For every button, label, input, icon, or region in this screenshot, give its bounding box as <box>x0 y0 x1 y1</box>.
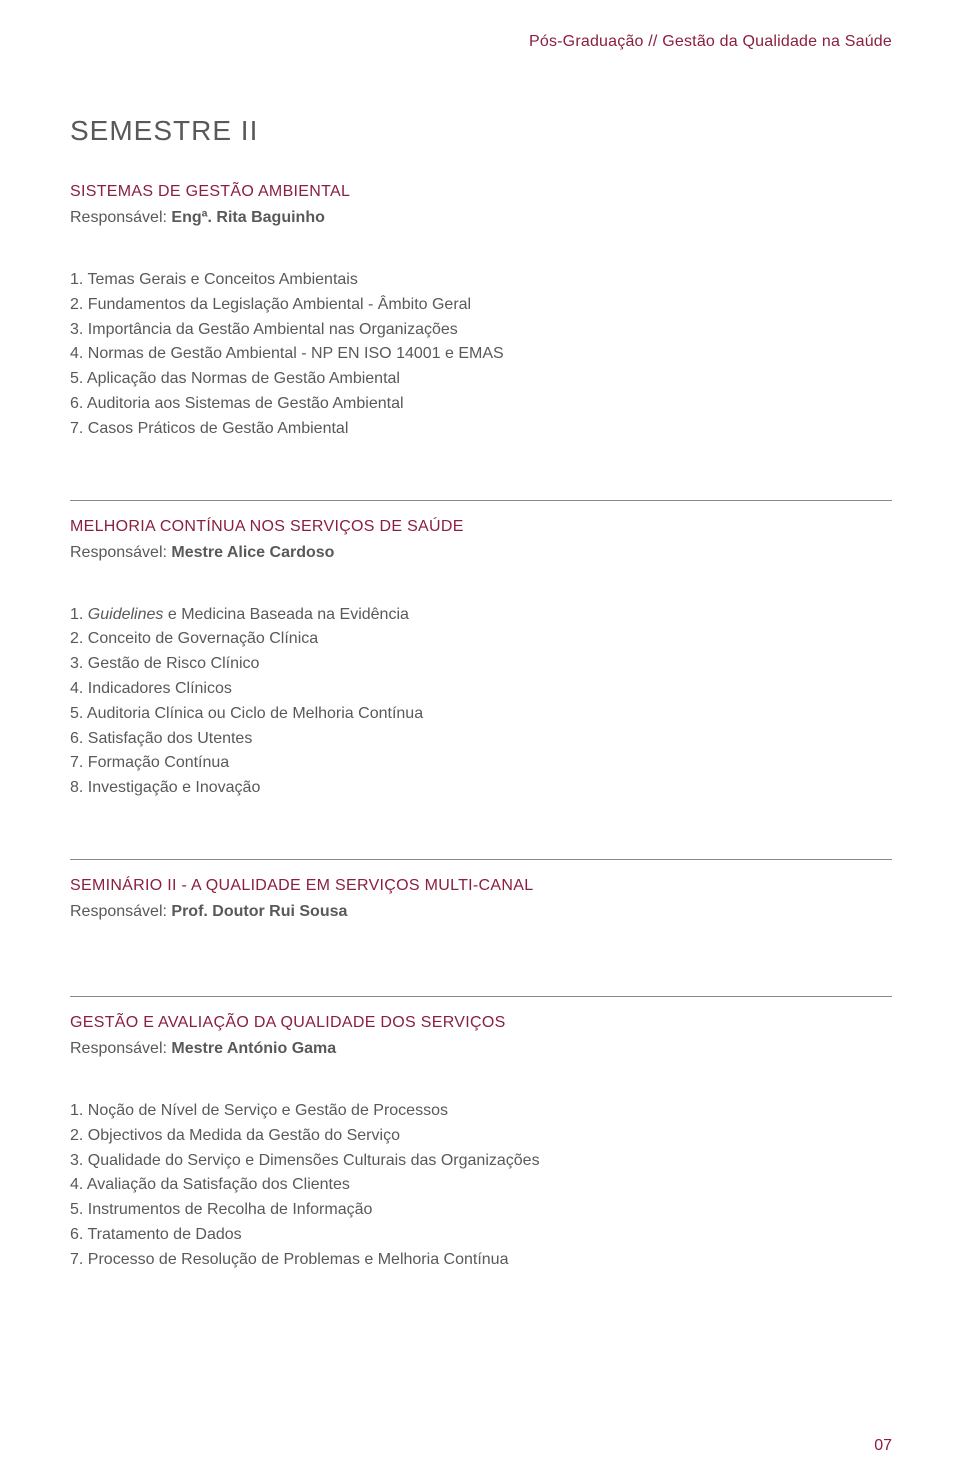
section-title-3: GESTÃO E AVALIAÇÃO DA QUALIDADE DOS SERV… <box>70 1011 892 1035</box>
section-title-2: SEMINÁRIO II - A QUALIDADE EM SERVIÇOS M… <box>70 874 892 898</box>
section-title-0: SISTEMAS DE GESTÃO AMBIENTAL <box>70 180 892 204</box>
section-title-1: MELHORIA CONTÍNUA NOS SERVIÇOS DE SAÚDE <box>70 515 892 539</box>
list-item: 2. Conceito de Governação Clínica <box>70 627 892 652</box>
list-item: 5. Instrumentos de Recolha de Informação <box>70 1198 892 1223</box>
list-item: 5. Aplicação das Normas de Gestão Ambien… <box>70 367 892 392</box>
page-number: 07 <box>874 1434 892 1458</box>
responsavel-value: Prof. Doutor Rui Sousa <box>171 903 347 920</box>
list-3: 1. Noção de Nível de Serviço e Gestão de… <box>70 1099 892 1273</box>
list-item: 1. Temas Gerais e Conceitos Ambientais <box>70 268 892 293</box>
page: Pós-Graduação // Gestão da Qualidade na … <box>0 0 960 1476</box>
list-item: 4. Normas de Gestão Ambiental - NP EN IS… <box>70 342 892 367</box>
list-item: 6. Auditoria aos Sistemas de Gestão Ambi… <box>70 392 892 417</box>
responsavel-value: Mestre António Gama <box>171 1040 336 1057</box>
responsavel-2: Responsável: Prof. Doutor Rui Sousa <box>70 900 892 924</box>
list-item: 1. Guidelines e Medicina Baseada na Evid… <box>70 603 892 628</box>
list-item: 7. Processo de Resolução de Problemas e … <box>70 1248 892 1273</box>
list-item: 2. Objectivos da Medida da Gestão do Ser… <box>70 1124 892 1149</box>
responsavel-label: Responsável: <box>70 1040 171 1057</box>
responsavel-label: Responsável: <box>70 209 171 226</box>
list-item: 3. Qualidade do Serviço e Dimensões Cult… <box>70 1149 892 1174</box>
responsavel-label: Responsável: <box>70 903 171 920</box>
list-item: 4. Avaliação da Satisfação dos Clientes <box>70 1173 892 1198</box>
list-item: 7. Casos Práticos de Gestão Ambiental <box>70 417 892 442</box>
responsavel-value: Mestre Alice Cardoso <box>171 544 334 561</box>
responsavel-3: Responsável: Mestre António Gama <box>70 1037 892 1061</box>
list-item: 1. Noção de Nível de Serviço e Gestão de… <box>70 1099 892 1124</box>
responsavel-value: Engª. Rita Baguinho <box>171 209 324 226</box>
section-divider <box>70 500 892 501</box>
list-item: 3. Gestão de Risco Clínico <box>70 652 892 677</box>
responsavel-1: Responsável: Mestre Alice Cardoso <box>70 541 892 565</box>
list-item: 2. Fundamentos da Legislação Ambiental -… <box>70 293 892 318</box>
list-1: 1. Guidelines e Medicina Baseada na Evid… <box>70 603 892 801</box>
list-item: 3. Importância da Gestão Ambiental nas O… <box>70 318 892 343</box>
section-divider <box>70 859 892 860</box>
list-item: 6. Satisfação dos Utentes <box>70 727 892 752</box>
list-item: 7. Formação Contínua <box>70 751 892 776</box>
list-item: 4. Indicadores Clínicos <box>70 677 892 702</box>
responsavel-0: Responsável: Engª. Rita Baguinho <box>70 206 892 230</box>
breadcrumb: Pós-Graduação // Gestão da Qualidade na … <box>70 30 892 54</box>
semester-title: SEMESTRE II <box>70 110 892 152</box>
list-item: 5. Auditoria Clínica ou Ciclo de Melhori… <box>70 702 892 727</box>
list-item: 6. Tratamento de Dados <box>70 1223 892 1248</box>
list-0: 1. Temas Gerais e Conceitos Ambientais 2… <box>70 268 892 442</box>
section-divider <box>70 996 892 997</box>
responsavel-label: Responsável: <box>70 544 171 561</box>
list-item: 8. Investigação e Inovação <box>70 776 892 801</box>
